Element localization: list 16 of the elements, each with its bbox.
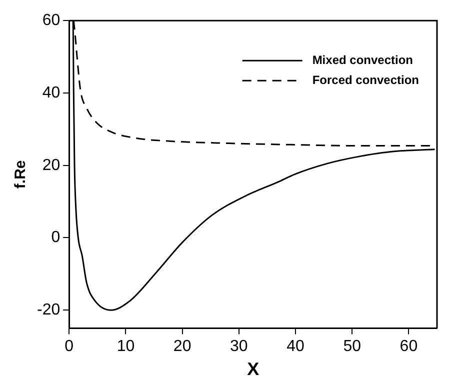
y-tick-label: -20	[37, 302, 60, 319]
legend-label: Mixed convection	[312, 52, 413, 67]
x-tick-label: 20	[173, 338, 192, 356]
y-axis-title: f.Re	[12, 160, 30, 189]
x-tick-label: 40	[286, 338, 305, 356]
x-tick-label: 60	[400, 338, 418, 356]
x-tick-label: 30	[230, 338, 248, 356]
y-tick-label: 60	[42, 12, 60, 30]
x-tick-label: 50	[343, 338, 362, 356]
x-tick-label: 10	[116, 338, 135, 356]
x-tick-label: 0	[64, 338, 74, 356]
y-tick-label: 40	[42, 84, 60, 102]
legend-label: Forced convection	[312, 72, 419, 87]
y-tick-label: 0	[51, 229, 60, 246]
y-tick-label: 20	[42, 156, 60, 174]
x-axis-title: X	[247, 359, 260, 380]
